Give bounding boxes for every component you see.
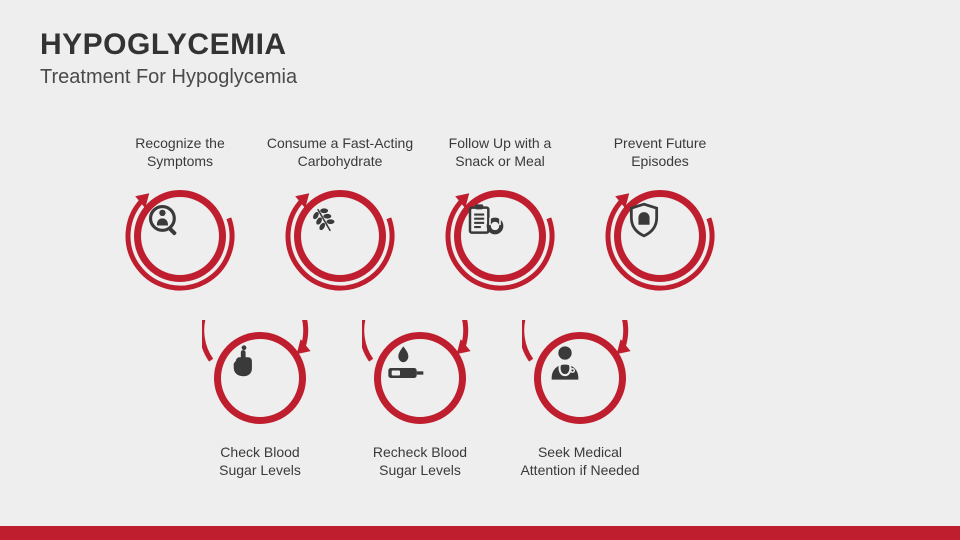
step: Consume a Fast-ActingCarbohydrate [265,135,415,294]
person-magnify-icon [145,201,215,271]
footer-bar [0,526,960,540]
hand-blood-icon [225,343,295,413]
step-circle [522,320,638,436]
step: Follow Up with aSnack or Meal [425,135,575,294]
step-circle [122,178,238,294]
step: Recheck BloodSugar Levels [345,320,495,479]
step-circle [282,178,398,294]
glucose-meter-icon [385,343,455,413]
clipboard-meal-icon [465,201,535,271]
step-label: Seek MedicalAttention if Needed [505,444,655,479]
wheat-icon [305,201,375,271]
steps-container: Recognize theSymptoms Consume a Fast-Act… [0,0,960,540]
step-label: Recheck BloodSugar Levels [345,444,495,479]
doctor-icon [545,343,615,413]
step-circle [202,320,318,436]
step-circle [602,178,718,294]
step-label: Prevent FutureEpisodes [585,135,735,170]
step-label: Check BloodSugar Levels [185,444,335,479]
step: Prevent FutureEpisodes [585,135,735,294]
step: Check BloodSugar Levels [185,320,335,479]
step-label: Follow Up with aSnack or Meal [425,135,575,170]
step-label: Consume a Fast-ActingCarbohydrate [265,135,415,170]
step-circle [442,178,558,294]
step: Seek MedicalAttention if Needed [505,320,655,479]
step-label: Recognize theSymptoms [105,135,255,170]
step: Recognize theSymptoms [105,135,255,294]
step-circle [362,320,478,436]
shield-hand-icon [625,201,695,271]
